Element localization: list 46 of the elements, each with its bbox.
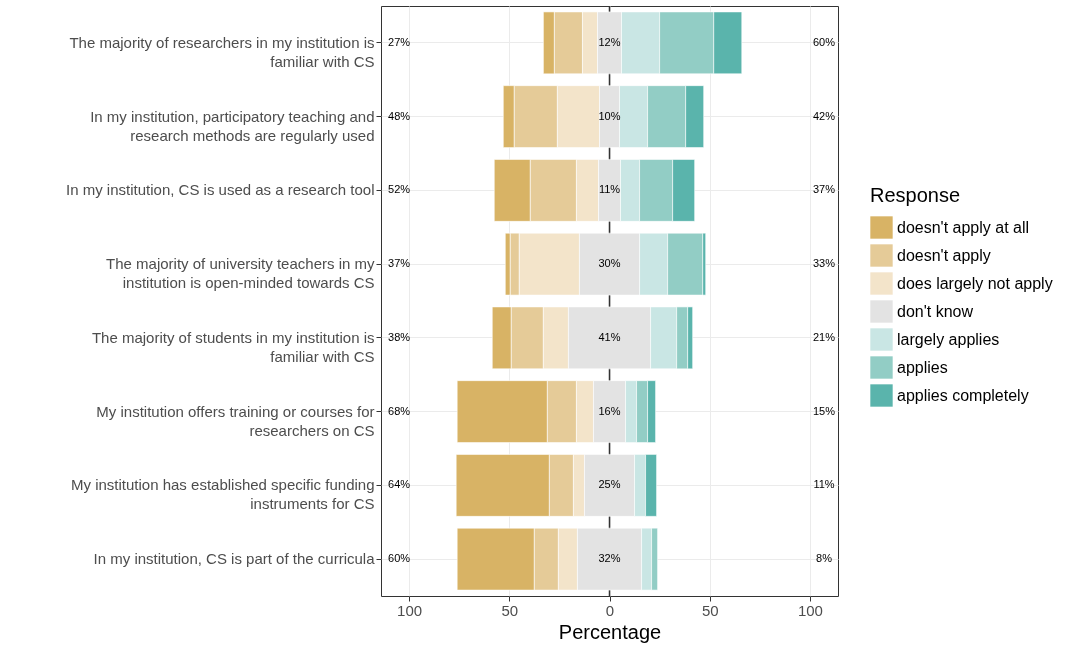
- legend-label: largely applies: [897, 330, 1000, 348]
- annotation: 8%: [816, 552, 833, 565]
- annotation: 11%: [813, 478, 835, 491]
- annotation: 38%: [388, 330, 411, 343]
- annotation: 27%: [388, 35, 411, 48]
- legend-label: applies completely: [897, 386, 1029, 404]
- y-tick-label: The majority of university teachers in my institution is open-minded towards CS: [106, 255, 375, 292]
- annotation: 37%: [812, 183, 836, 196]
- annotation: 48%: [388, 109, 411, 122]
- legend-title: Response: [870, 184, 961, 206]
- annotation: 60%: [388, 552, 411, 565]
- x-axis-title: Percentage: [558, 620, 662, 643]
- x-tick-label: 100: [397, 601, 423, 619]
- y-tick-label: In my institution, participatory teaching and research methods are regularly used: [90, 107, 375, 144]
- annotation: 12%: [598, 35, 621, 48]
- annotation: 42%: [812, 109, 836, 122]
- x-tick-label: 50: [701, 601, 719, 619]
- annotation: 33%: [812, 257, 836, 270]
- y-tick-label: The majority of researchers in my institution is familiar with CS: [69, 33, 375, 70]
- legend-label: does largely not apply: [897, 274, 1053, 292]
- y-tick-label: My institution offers training or courses for researchers on CS: [96, 402, 375, 439]
- annotation: 21%: [812, 330, 836, 343]
- legend-label: applies: [897, 358, 948, 376]
- annotation: 32%: [598, 552, 621, 565]
- x-tick-label: 100: [797, 601, 823, 619]
- annotation: 16%: [598, 404, 621, 417]
- annotation: 52%: [388, 183, 411, 196]
- annotation: 64%: [388, 478, 411, 491]
- x-tick-label: 50: [501, 601, 519, 619]
- annotation: 41%: [598, 330, 621, 343]
- y-tick-label: My institution has established specific funding instruments for CS: [70, 476, 375, 513]
- annotation: 60%: [812, 35, 836, 48]
- legend-label: doesn't apply at all: [897, 218, 1030, 236]
- y-tick-label: The majority of students in my institution is familiar with CS: [91, 328, 375, 365]
- legend-label: don't know: [897, 302, 974, 320]
- y-tick-label: In my institution, CS is part of the curricula: [93, 550, 376, 568]
- y-tick-label: In my institution, CS is used as a research tool: [66, 181, 375, 199]
- annotation: 30%: [598, 257, 621, 270]
- annotation: 25%: [598, 478, 621, 491]
- annotation: 37%: [388, 257, 411, 270]
- legend-label: doesn't apply: [897, 246, 991, 264]
- annotation: 68%: [388, 404, 411, 417]
- annotation: 11%: [598, 183, 621, 196]
- annotation: 15%: [812, 404, 836, 417]
- annotation: 10%: [598, 109, 621, 122]
- x-tick-label: 0: [605, 601, 615, 619]
